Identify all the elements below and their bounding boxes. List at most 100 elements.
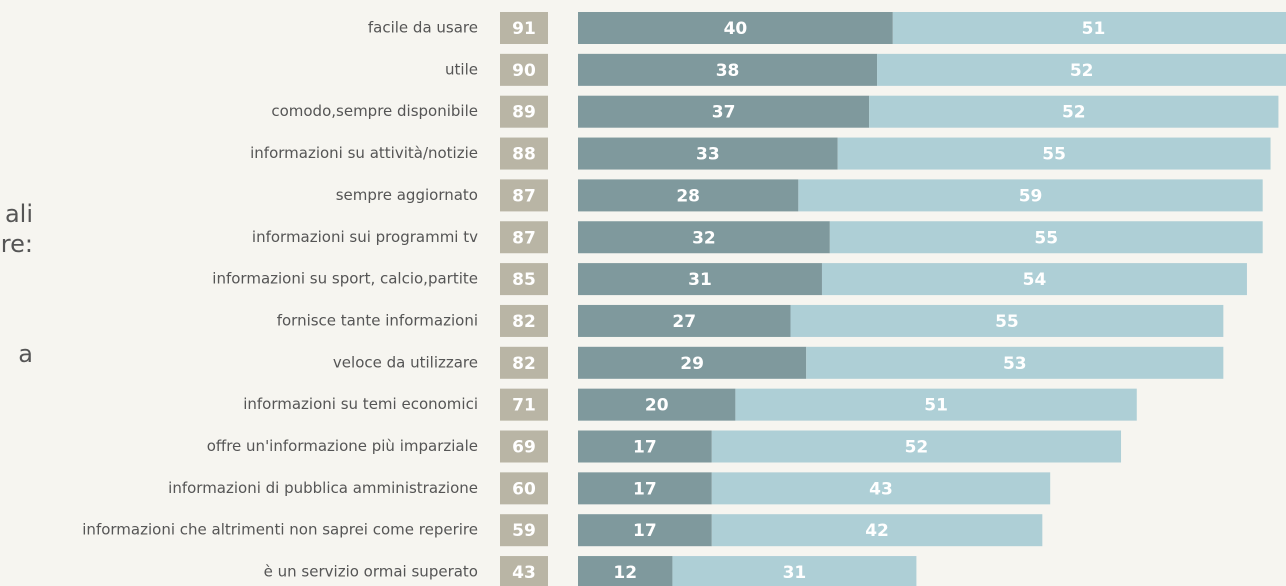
bar-segment [798,179,1263,212]
category-label: veloce da utilizzare [333,353,478,371]
segment-label: 31 [688,270,712,290]
bar-segment [711,430,1122,463]
annotation: ali [5,200,33,228]
segment-label: 43 [869,479,893,499]
segment-label: 55 [1034,228,1058,248]
bar-segment [578,53,878,86]
bar-segment [578,137,838,170]
total-label: 87 [512,186,536,206]
bar-segment [578,472,712,505]
total-box [500,263,548,296]
segment-label: 52 [1062,103,1086,123]
segment-label: 12 [613,563,637,583]
segment-label: 40 [724,19,748,39]
bar-segment [578,12,893,44]
segment-label: 54 [1023,270,1047,290]
segment-label: 53 [1003,354,1027,374]
category-label: informazioni su sport, calcio,partite [212,270,478,288]
segment-label: 17 [633,479,657,499]
total-box [500,221,548,254]
segment-label: 52 [1070,61,1094,81]
segment-label: 51 [924,396,948,416]
category-label: comodo,sempre disponibile [271,102,478,120]
bar-segment [735,388,1137,421]
category-label: sempre aggiornato [336,186,478,204]
total-label: 82 [512,312,536,332]
total-label: 43 [512,563,536,583]
segment-label: 17 [633,521,657,541]
category-label: è un servizio ormai superato [264,563,478,581]
total-box [500,472,548,505]
segment-label: 42 [865,521,889,541]
category-label: facile da usare [368,19,478,37]
bar-segment [578,514,712,547]
total-label: 82 [512,354,536,374]
bar-segment [892,12,1286,44]
segment-label: 38 [716,61,740,81]
total-label: 85 [512,270,536,290]
category-label: informazioni sui programmi tv [252,228,478,246]
category-label: informazioni di pubblica amministrazione [168,479,478,497]
total-box [500,346,548,379]
bar-segment [806,346,1224,379]
segment-label: 17 [633,438,657,458]
annotation: a [18,340,33,368]
total-label: 60 [512,479,536,499]
bar-segment [711,514,1043,547]
segment-label: 33 [696,145,720,165]
total-box [500,514,548,547]
bar-segment [829,221,1263,254]
total-box [500,95,548,128]
category-label: informazioni su temi economici [243,395,478,413]
segment-label: 32 [692,228,716,248]
bar-segment [578,388,736,421]
segment-label: 20 [645,396,669,416]
bar-segment [578,263,822,296]
bar-segment [578,556,673,586]
segment-label: 59 [1019,186,1043,206]
segment-label: 55 [1042,145,1066,165]
bar-segment [869,95,1279,128]
bar-segment [578,221,830,254]
total-box [500,137,548,170]
category-label: utile [445,60,478,78]
segment-label: 28 [676,186,700,206]
bar-segment [821,263,1247,296]
total-label: 59 [512,521,536,541]
category-label: fornisce tante informazioni [277,311,478,329]
bar-segment [711,472,1051,505]
segment-label: 31 [783,563,807,583]
segment-label: 51 [1082,19,1106,39]
total-box [500,388,548,421]
total-box [500,304,548,337]
segment-label: 52 [905,438,929,458]
bar-segment [578,95,870,128]
segment-label: 55 [995,312,1019,332]
category-label: informazioni su attività/notizie [250,144,478,162]
total-box [500,179,548,212]
total-label: 89 [512,103,536,123]
bar-segment [578,179,799,212]
bar-segment [578,430,712,463]
annotation: re: [1,230,33,258]
total-label: 87 [512,228,536,248]
total-label: 69 [512,438,536,458]
segment-label: 27 [672,312,696,332]
total-label: 71 [512,396,536,416]
category-label: offre un'informazione più imparziale [207,437,478,455]
total-box [500,12,548,44]
total-label: 91 [512,19,536,39]
bar-segment [578,346,807,379]
total-box [500,53,548,86]
segment-label: 37 [712,103,736,123]
bar-segment [672,556,917,586]
total-label: 90 [512,61,536,81]
total-box [500,556,548,586]
category-label: informazioni che altrimenti non saprei c… [82,521,478,539]
bar-segment [790,304,1224,337]
bar-segment [837,137,1271,170]
bar-segment [877,53,1286,86]
total-box [500,430,548,463]
bar-segment [578,304,791,337]
